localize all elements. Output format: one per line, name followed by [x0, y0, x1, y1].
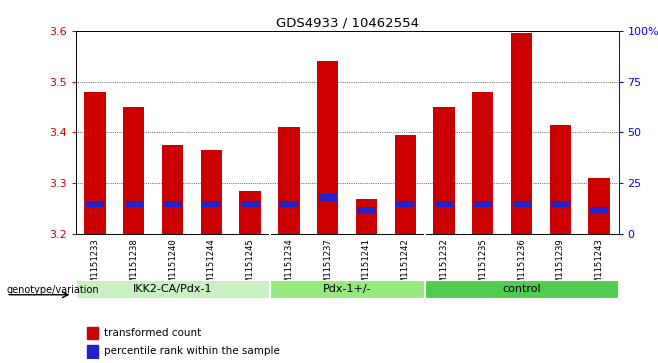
Bar [396, 201, 415, 207]
Bar [474, 201, 492, 207]
Bar [356, 199, 377, 234]
Bar [395, 135, 416, 234]
Text: GSM1151240: GSM1151240 [168, 238, 177, 291]
Bar [513, 201, 530, 207]
Text: GSM1151242: GSM1151242 [401, 238, 410, 291]
FancyBboxPatch shape [76, 280, 270, 299]
Text: Pdx-1+/-: Pdx-1+/- [323, 285, 371, 294]
Text: GSM1151244: GSM1151244 [207, 238, 216, 291]
Title: GDS4933 / 10462554: GDS4933 / 10462554 [276, 17, 418, 30]
Bar [280, 201, 298, 207]
Text: genotype/variation: genotype/variation [7, 285, 99, 295]
Bar [278, 127, 299, 234]
Bar [162, 145, 184, 234]
Bar [87, 327, 99, 339]
Bar [125, 201, 143, 207]
Text: control: control [502, 285, 541, 294]
Bar [588, 178, 610, 234]
Text: GSM1151235: GSM1151235 [478, 238, 488, 291]
Text: transformed count: transformed count [104, 328, 201, 338]
Bar [202, 201, 220, 207]
Bar [434, 107, 455, 234]
Bar [86, 201, 104, 207]
Bar [240, 191, 261, 234]
Bar [84, 92, 106, 234]
Bar [317, 61, 338, 234]
Text: GSM1151238: GSM1151238 [130, 238, 138, 291]
Bar [511, 33, 532, 234]
Text: GSM1151232: GSM1151232 [440, 238, 449, 291]
Bar [87, 345, 99, 358]
Text: GSM1151245: GSM1151245 [245, 238, 255, 291]
Bar [472, 92, 494, 234]
Bar [590, 207, 608, 213]
Bar [241, 201, 259, 207]
Text: GSM1151236: GSM1151236 [517, 238, 526, 291]
Text: GSM1151241: GSM1151241 [362, 238, 371, 291]
Bar [123, 107, 145, 234]
Text: GSM1151239: GSM1151239 [556, 238, 565, 291]
Bar [549, 125, 571, 234]
Text: GSM1151234: GSM1151234 [284, 238, 293, 291]
Bar [318, 195, 337, 201]
Bar [551, 201, 569, 207]
Text: IKK2-CA/Pdx-1: IKK2-CA/Pdx-1 [133, 285, 213, 294]
Bar [201, 150, 222, 234]
Text: GSM1151233: GSM1151233 [91, 238, 99, 291]
Bar [435, 201, 453, 207]
Text: GSM1151237: GSM1151237 [323, 238, 332, 291]
Text: GSM1151243: GSM1151243 [595, 238, 603, 291]
Bar [164, 201, 182, 207]
Text: percentile rank within the sample: percentile rank within the sample [104, 346, 280, 356]
FancyBboxPatch shape [270, 280, 424, 299]
FancyBboxPatch shape [424, 280, 619, 299]
Bar [357, 207, 376, 213]
